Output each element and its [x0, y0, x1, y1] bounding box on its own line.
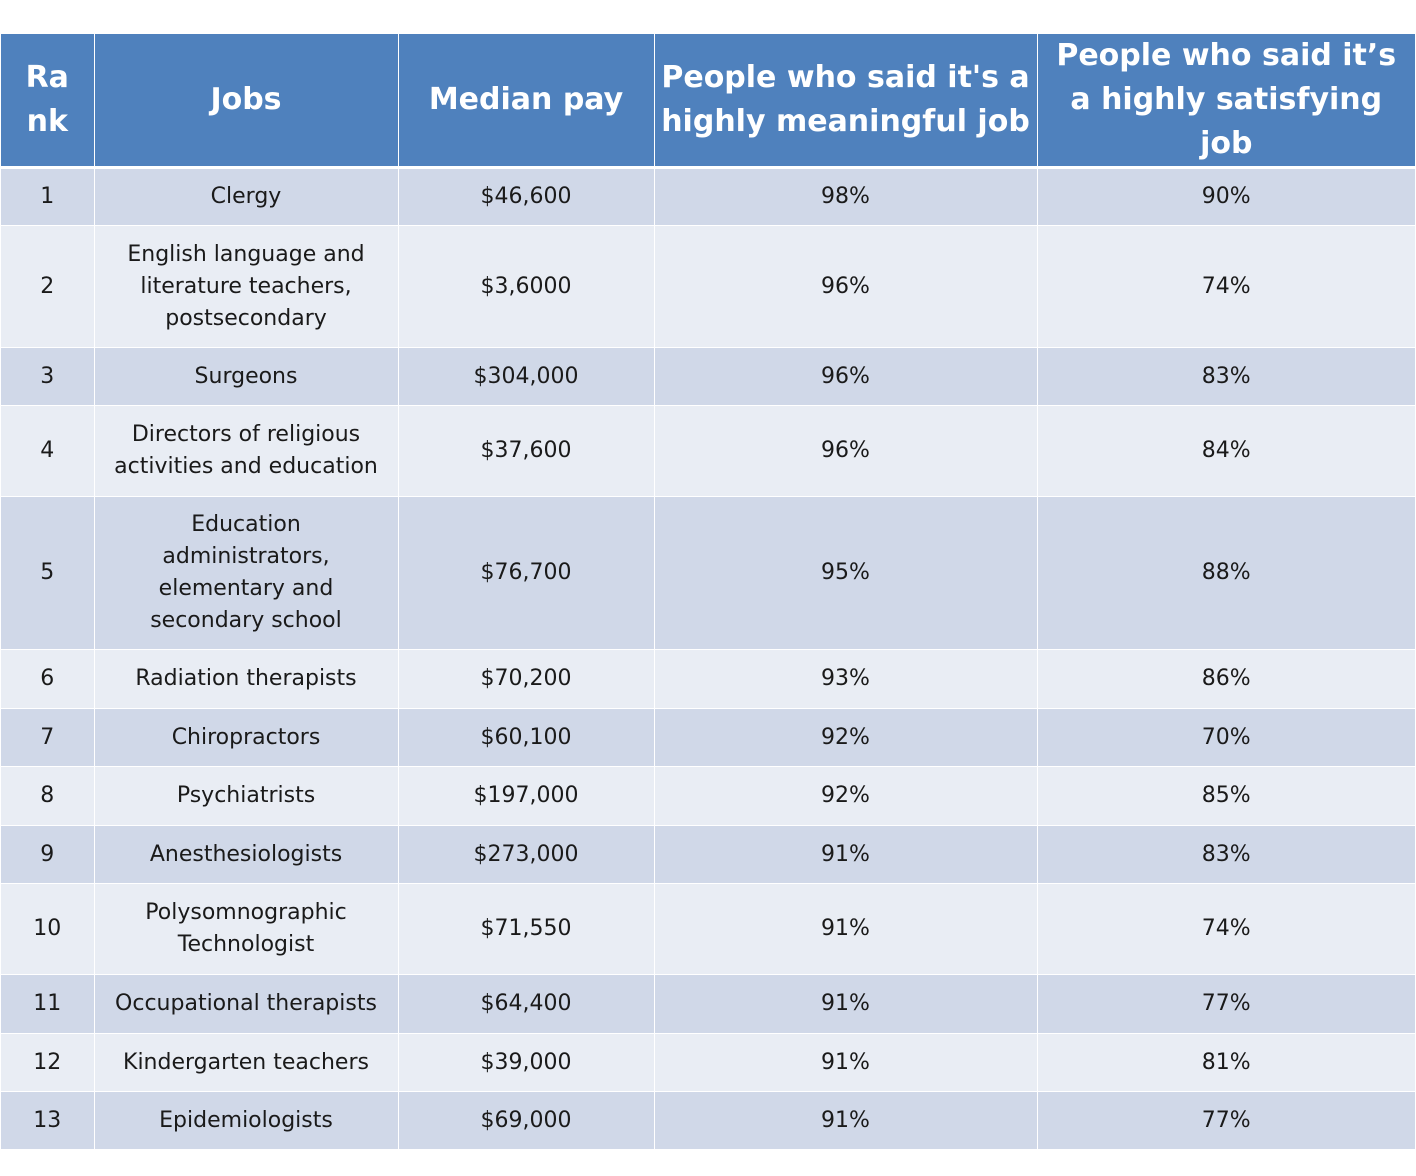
header-median-pay: Median pay: [397, 34, 655, 169]
cell-job: Polysomnographic Technologist: [93, 883, 399, 975]
cell-job: Occupational therapists: [93, 974, 399, 1034]
cell-rank: 3: [1, 347, 95, 406]
table-row: 12 Kindergarten teachers $39,000 91% 81%: [1, 1033, 1415, 1092]
cell-meaningful: 98%: [653, 167, 1038, 226]
cell-job: Clergy: [93, 167, 399, 226]
table-row: 3 Surgeons $304,000 96% 83%: [1, 347, 1415, 406]
cell-satisfying: 74%: [1036, 225, 1415, 348]
table-row: 1 Clergy $46,600 98% 90%: [1, 167, 1415, 226]
cell-rank: 2: [1, 225, 95, 348]
cell-median-pay: $60,100: [397, 708, 655, 767]
cell-meaningful: 95%: [653, 496, 1038, 650]
cell-meaningful: 96%: [653, 347, 1038, 406]
table-row: 10 Polysomnographic Technologist $71,550…: [1, 883, 1415, 975]
cell-rank: 11: [1, 974, 95, 1034]
header-meaningful: People who said it's a highly meaningful…: [653, 34, 1038, 169]
cell-meaningful: 92%: [653, 766, 1038, 826]
cell-rank: 8: [1, 766, 95, 826]
cell-meaningful: 91%: [653, 825, 1038, 884]
cell-job: Psychiatrists: [93, 766, 399, 826]
cell-satisfying: 81%: [1036, 1033, 1415, 1092]
cell-satisfying: 77%: [1036, 974, 1415, 1034]
cell-satisfying: 88%: [1036, 496, 1415, 650]
cell-median-pay: $76,700: [397, 496, 655, 650]
cell-rank: 6: [1, 649, 95, 709]
cell-job: English language and literature teachers…: [93, 225, 399, 348]
cell-satisfying: 74%: [1036, 883, 1415, 975]
cell-job: Chiropractors: [93, 708, 399, 767]
cell-median-pay: $69,000: [397, 1091, 655, 1150]
cell-rank: 9: [1, 825, 95, 884]
table-row: 2 English language and literature teache…: [1, 225, 1415, 348]
table-body: 1 Clergy $46,600 98% 90% 2 English langu…: [1, 167, 1415, 1150]
cell-job: Surgeons: [93, 347, 399, 406]
table-row: 8 Psychiatrists $197,000 92% 85%: [1, 766, 1415, 826]
cell-satisfying: 84%: [1036, 405, 1415, 497]
cell-satisfying: 83%: [1036, 347, 1415, 406]
table-header: Ra nk Jobs Median pay People who said it…: [1, 34, 1415, 169]
cell-satisfying: 83%: [1036, 825, 1415, 884]
cell-median-pay: $71,550: [397, 883, 655, 975]
cell-job: Education administrators, elementary and…: [93, 496, 399, 650]
cell-meaningful: 91%: [653, 1033, 1038, 1092]
cell-median-pay: $70,200: [397, 649, 655, 709]
cell-median-pay: $3,6000: [397, 225, 655, 348]
header-satisfying: People who said it’s a highly satisfying…: [1036, 34, 1415, 169]
cell-job: Kindergarten teachers: [93, 1033, 399, 1092]
cell-median-pay: $197,000: [397, 766, 655, 826]
cell-rank: 5: [1, 496, 95, 650]
cell-median-pay: $37,600: [397, 405, 655, 497]
cell-satisfying: 70%: [1036, 708, 1415, 767]
cell-median-pay: $273,000: [397, 825, 655, 884]
cell-job: Anesthesiologists: [93, 825, 399, 884]
cell-meaningful: 93%: [653, 649, 1038, 709]
cell-rank: 13: [1, 1091, 95, 1150]
header-row: Ra nk Jobs Median pay People who said it…: [1, 34, 1415, 169]
cell-satisfying: 85%: [1036, 766, 1415, 826]
cell-rank: 10: [1, 883, 95, 975]
cell-median-pay: $304,000: [397, 347, 655, 406]
cell-job: Radiation therapists: [93, 649, 399, 709]
table-row: 6 Radiation therapists $70,200 93% 86%: [1, 649, 1415, 709]
cell-median-pay: $64,400: [397, 974, 655, 1034]
table-row: 5 Education administrators, elementary a…: [1, 496, 1415, 650]
cell-median-pay: $39,000: [397, 1033, 655, 1092]
cell-rank: 4: [1, 405, 95, 497]
cell-meaningful: 92%: [653, 708, 1038, 767]
header-jobs: Jobs: [93, 34, 399, 169]
jobs-table: Ra nk Jobs Median pay People who said it…: [1, 34, 1415, 1150]
table-row: 7 Chiropractors $60,100 92% 70%: [1, 708, 1415, 767]
table-row: 4 Directors of religious activities and …: [1, 405, 1415, 497]
table-row: 11 Occupational therapists $64,400 91% 7…: [1, 974, 1415, 1034]
cell-meaningful: 91%: [653, 1091, 1038, 1150]
cell-rank: 1: [1, 167, 95, 226]
table-row: 13 Epidemiologists $69,000 91% 77%: [1, 1091, 1415, 1150]
cell-meaningful: 91%: [653, 883, 1038, 975]
cell-rank: 7: [1, 708, 95, 767]
cell-median-pay: $46,600: [397, 167, 655, 226]
cell-job: Epidemiologists: [93, 1091, 399, 1150]
cell-satisfying: 90%: [1036, 167, 1415, 226]
cell-meaningful: 96%: [653, 405, 1038, 497]
cell-job: Directors of religious activities and ed…: [93, 405, 399, 497]
cell-satisfying: 86%: [1036, 649, 1415, 709]
cell-meaningful: 91%: [653, 974, 1038, 1034]
table-row: 9 Anesthesiologists $273,000 91% 83%: [1, 825, 1415, 884]
cell-meaningful: 96%: [653, 225, 1038, 348]
cell-satisfying: 77%: [1036, 1091, 1415, 1150]
header-rank: Ra nk: [1, 34, 95, 169]
cell-rank: 12: [1, 1033, 95, 1092]
